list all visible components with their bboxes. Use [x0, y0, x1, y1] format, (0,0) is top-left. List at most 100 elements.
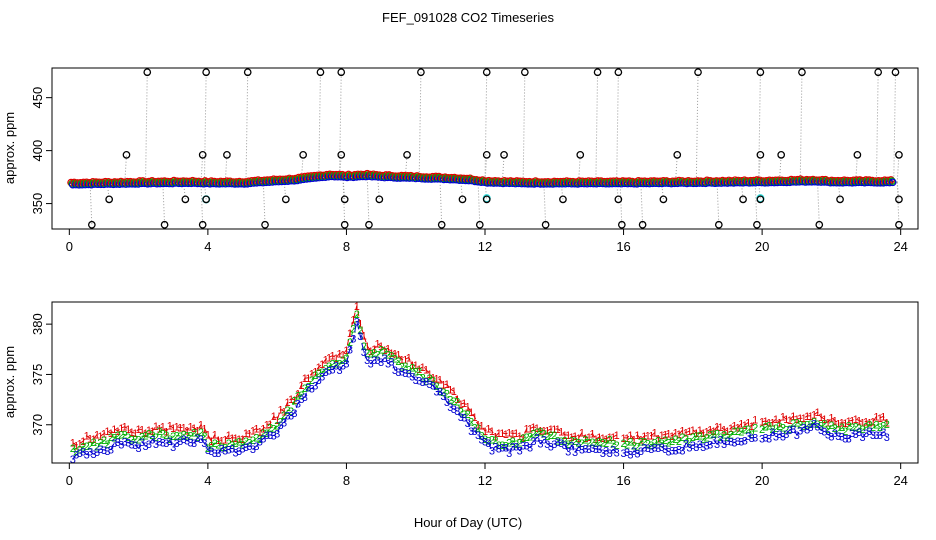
bottom-series-1-marker: 1: [219, 435, 225, 447]
bottom-series-3-marker: 3: [579, 444, 585, 456]
bottom-series-3-marker: 3: [877, 430, 883, 442]
bottom-series-2-marker: 2: [101, 435, 107, 447]
bottom-series-1-marker: 1: [201, 423, 207, 435]
bottom-series-2-marker: 2: [790, 418, 796, 430]
bottom-series-2-marker: 2: [364, 348, 370, 360]
bottom-series-2-marker: 2: [513, 439, 519, 451]
bottom-series-2-marker: 2: [496, 440, 502, 452]
bottom-series-2-marker: 2: [371, 348, 377, 360]
bottom-series-3-marker: 3: [672, 446, 678, 458]
bottom-series-3-line: [761, 422, 888, 440]
bottom-series-3-marker: 3: [264, 430, 270, 442]
bottom-series-3-marker: 3: [641, 443, 647, 455]
bottom-series-1-marker: 1: [309, 368, 315, 380]
bottom-series-2-marker: 2: [454, 396, 460, 408]
bottom-series-2-marker: 2: [569, 435, 575, 447]
bottom-series-3-marker: 3: [97, 444, 103, 456]
bottom-series-3-marker: 3: [749, 433, 755, 445]
top-spike-line: [875, 72, 879, 183]
bottom-series-2-marker: 2: [717, 432, 723, 444]
bottom-series-3-marker: 3: [808, 422, 814, 434]
bottom-series-2-marker: 2: [458, 406, 464, 418]
bottom-series-3-marker: 3: [527, 442, 533, 454]
top-outlier-point: [895, 220, 903, 229]
bottom-series-1-marker: 1: [648, 431, 654, 443]
bottom-series-1-marker: 1: [711, 426, 717, 438]
bottom-x-tick-label: 8: [343, 473, 350, 488]
top-x-tick-label: 8: [343, 239, 350, 254]
bottom-series-2-marker: 2: [399, 362, 405, 374]
bottom-series-2-marker: 2: [222, 442, 228, 454]
bottom-series-1-marker: 1: [302, 373, 308, 385]
bottom-series-2-marker: 2: [832, 423, 838, 435]
bottom-series-2-marker: 2: [731, 426, 737, 438]
bottom-series-1-marker: 1: [773, 414, 779, 426]
bottom-series-3-marker: 3: [406, 368, 412, 380]
bottom-series-1-marker: 1: [194, 426, 200, 438]
bottom-series-3-marker: 3: [416, 375, 422, 387]
top-outlier-point: [482, 68, 491, 77]
bottom-series-3-marker: 3: [343, 358, 349, 370]
bottom-series-2-marker: 2: [136, 434, 142, 446]
bottom-series-1-marker: 1: [745, 417, 751, 429]
bottom-series-3-marker: 3: [659, 442, 665, 454]
bottom-series-1-marker: 1: [122, 422, 128, 434]
bottom-series-1-marker: 1: [184, 425, 190, 437]
bottom-series-3-marker: 3: [645, 443, 651, 455]
bottom-series-2-marker: 2: [472, 422, 478, 434]
bottom-series-2-marker: 2: [309, 375, 315, 387]
bottom-series-3-marker: 3: [562, 440, 568, 452]
bottom-series-2-marker: 2: [485, 435, 491, 447]
bottom-series-1-marker: 1: [555, 424, 561, 436]
bottom-panel-data: 1111111111111111111111111111111111111111…: [70, 301, 890, 466]
bottom-series-1-marker: 1: [717, 422, 723, 434]
bottom-series-1-marker: 1: [749, 421, 755, 433]
bottom-series-3-marker: 3: [229, 443, 235, 455]
bottom-series-2-marker: 2: [579, 438, 585, 450]
bottom-series-2-marker: 2: [780, 423, 786, 435]
bottom-x-tick-label: 0: [66, 473, 73, 488]
bottom-series-1-marker: 1: [562, 430, 568, 442]
bottom-series-3-marker: 3: [454, 406, 460, 418]
bottom-series-1-marker: 1: [697, 425, 703, 437]
bottom-series-2-marker: 2: [97, 437, 103, 449]
bottom-series-2-marker: 2: [461, 409, 467, 421]
bottom-series-1-marker: 1: [735, 422, 741, 434]
bottom-series-3-marker: 3: [104, 446, 110, 458]
bottom-series-2-marker: 2: [406, 365, 412, 377]
bottom-series-1-marker: 1: [163, 426, 169, 438]
bottom-series-2-marker: 2: [229, 440, 235, 452]
bottom-series-2-marker: 2: [524, 432, 530, 444]
top-spike-line: [896, 182, 900, 225]
bottom-series-3-marker: 3: [620, 448, 626, 460]
bottom-series-2-marker: 2: [319, 367, 325, 379]
bottom-series-1-marker: 1: [669, 431, 675, 443]
bottom-series-1-marker: 1: [111, 424, 117, 436]
bottom-series-2-marker: 2: [163, 430, 169, 442]
bottom-series-3-marker: 3: [118, 439, 124, 451]
bottom-series-3-marker: 3: [108, 444, 114, 456]
top-outlier-point: [520, 68, 529, 77]
bottom-series-2-marker: 2: [357, 325, 363, 337]
bottom-series-1-marker: 1: [835, 418, 841, 430]
bottom-series-1-line: [72, 305, 617, 446]
top-outlier-point: [223, 151, 231, 159]
bottom-series-1-marker: 1: [652, 428, 658, 440]
top-spike-line: [799, 72, 803, 182]
bottom-series-1-marker: 1: [340, 349, 346, 361]
x-axis-label: Hour of Day (UTC): [414, 515, 522, 530]
bottom-series-2-marker: 2: [724, 432, 730, 444]
bottom-series-2-marker: 2: [416, 366, 422, 378]
bottom-series-3-marker: 3: [208, 446, 214, 458]
bottom-series-2-line: [761, 421, 888, 433]
bottom-series-3-marker: 3: [776, 429, 782, 441]
bottom-series-1-marker: 1: [569, 432, 575, 444]
bottom-series-1-marker: 1: [357, 318, 363, 330]
bottom-series-3-marker: 3: [381, 353, 387, 365]
bottom-series-3-marker: 3: [375, 355, 381, 367]
bottom-series-3-marker: 3: [125, 437, 131, 449]
bottom-series-2-marker: 2: [440, 387, 446, 399]
bottom-series-2-marker: 2: [877, 422, 883, 434]
bottom-series-1-marker: 1: [679, 425, 685, 437]
bottom-series-2-marker: 2: [271, 423, 277, 435]
